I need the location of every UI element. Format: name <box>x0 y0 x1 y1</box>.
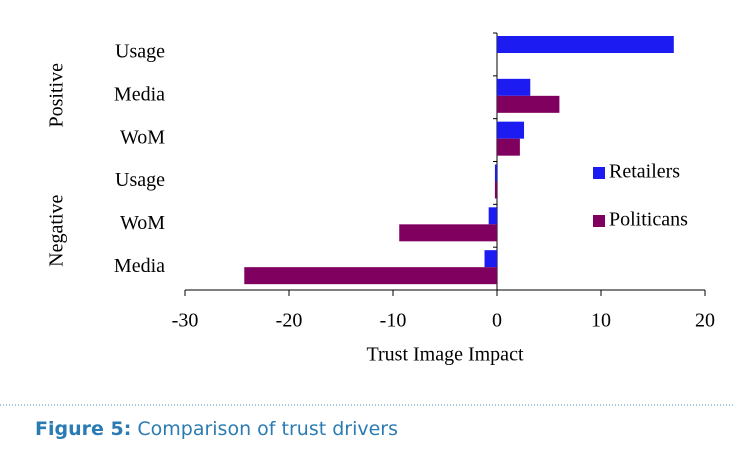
x-axis-title: Trust Image Impact <box>366 344 523 366</box>
category-label: Media <box>114 255 165 277</box>
bar <box>497 78 531 96</box>
bar <box>494 164 497 182</box>
group-label: Negative <box>46 195 68 267</box>
bar <box>488 207 497 225</box>
bar <box>497 36 674 53</box>
x-tick-label: 10 <box>591 310 611 332</box>
category-label: Media <box>114 83 165 105</box>
legend-swatch <box>593 167 605 179</box>
x-tick-label: -30 <box>172 310 199 332</box>
x-tick-label: 20 <box>695 310 715 332</box>
bar <box>399 224 497 242</box>
category-label: WoM <box>120 126 165 148</box>
x-tick-label: 0 <box>492 310 502 332</box>
group-label: Positive <box>46 63 68 128</box>
legend-label: Politicans <box>609 209 688 231</box>
caption-text: Comparison of trust drivers <box>137 418 398 440</box>
category-label: Usage <box>115 169 165 191</box>
bar <box>497 95 560 113</box>
x-tick-label: -10 <box>380 310 407 332</box>
bar <box>244 267 497 285</box>
legend-label: Retailers <box>609 161 680 183</box>
x-tick-label: -20 <box>276 310 303 332</box>
bar <box>497 121 525 139</box>
caption: Figure 5: Comparison of trust drivers <box>35 418 398 440</box>
category-label: WoM <box>120 212 165 234</box>
bar <box>494 181 497 199</box>
caption-label: Figure 5: <box>35 418 131 440</box>
category-label: Usage <box>115 41 165 63</box>
bar <box>497 138 520 156</box>
bar <box>484 250 497 268</box>
legend-swatch <box>593 215 605 227</box>
